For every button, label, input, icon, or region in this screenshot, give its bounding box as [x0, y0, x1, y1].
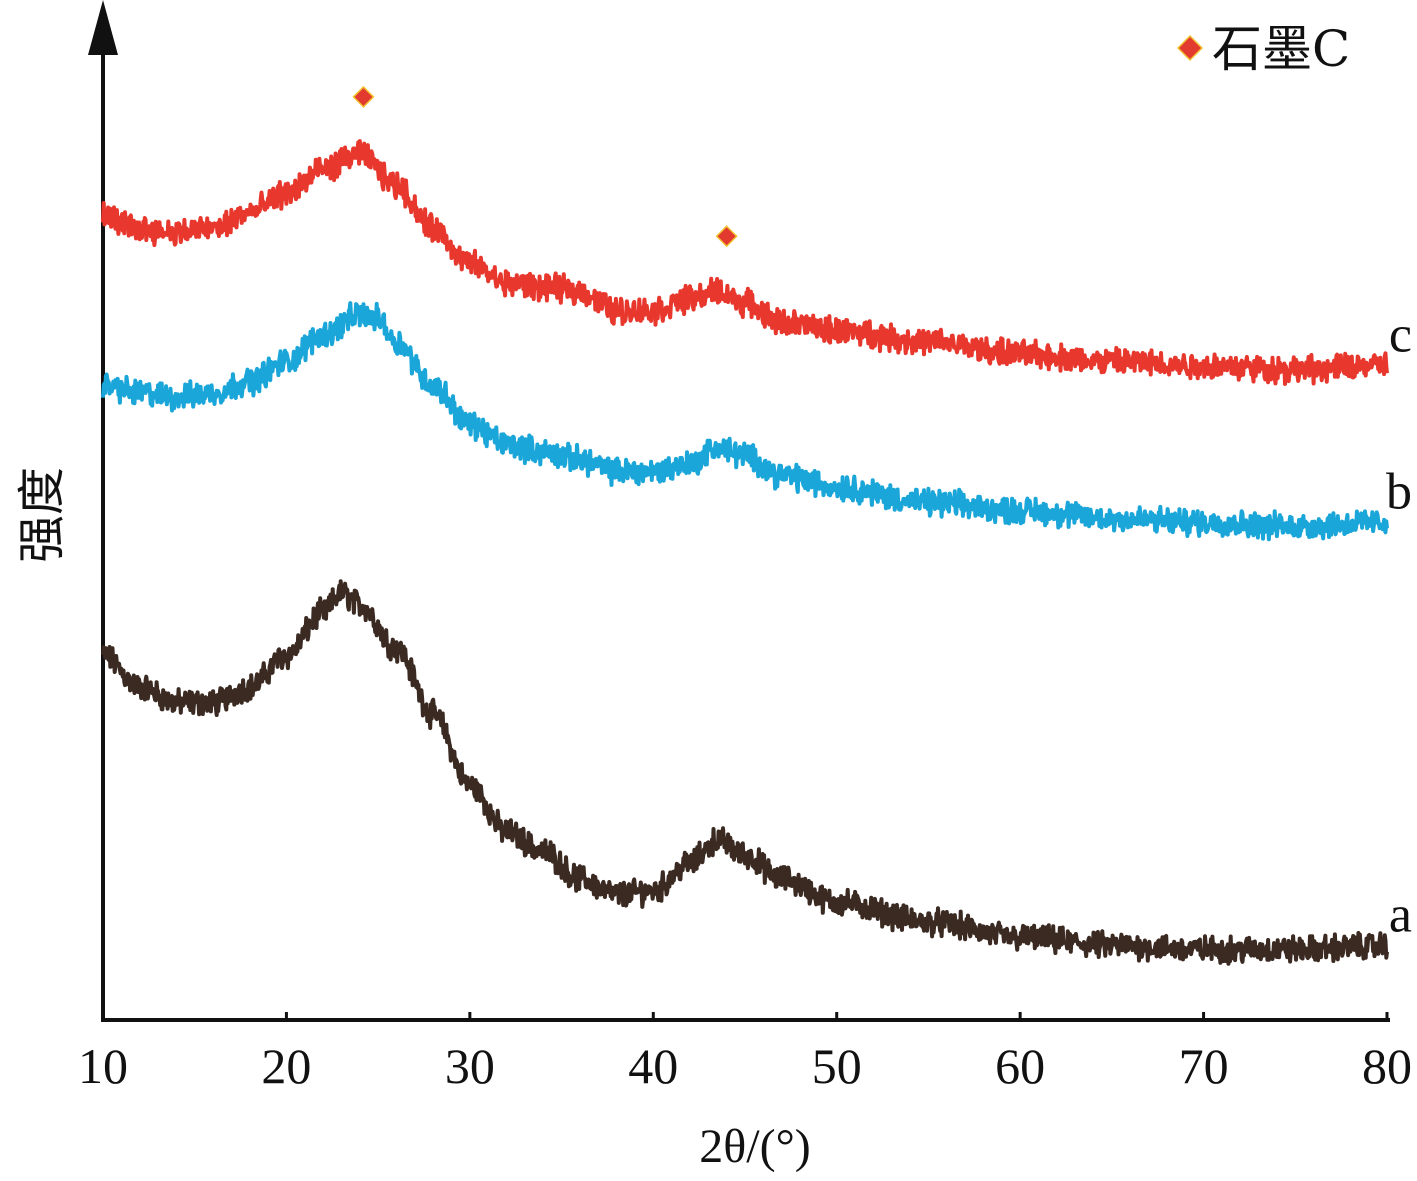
x-tick-label: 50: [812, 1038, 862, 1094]
x-tick-label: 10: [78, 1038, 128, 1094]
series-line-c: [101, 139, 1389, 386]
axes: [88, 0, 1390, 1022]
x-tick-label: 60: [995, 1038, 1045, 1094]
x-tick-label: 30: [445, 1038, 495, 1094]
series-labels: a b c: [1386, 307, 1412, 944]
diamond-marker-icon: [1176, 34, 1204, 62]
y-axis-title: 强度: [16, 467, 69, 563]
legend: 石墨C: [1176, 20, 1350, 78]
series-label-c: c: [1389, 307, 1412, 364]
series-line-b: [101, 301, 1389, 542]
series-line-a: [101, 579, 1389, 966]
x-axis-title: 2θ/(°): [699, 1120, 811, 1173]
x-tick-label: 80: [1362, 1038, 1412, 1094]
peak-diamond-marker: [352, 85, 375, 108]
x-ticks: 10 20 30 40 50 60 70 80: [78, 1012, 1412, 1094]
legend-label: 石墨C: [1212, 20, 1350, 78]
series-label-a: a: [1389, 887, 1412, 944]
series-layer: [101, 139, 1389, 966]
x-tick-label: 20: [261, 1038, 311, 1094]
peak-markers: [352, 85, 738, 248]
x-tick-label: 70: [1179, 1038, 1229, 1094]
peak-diamond-marker: [715, 225, 738, 248]
x-tick-label: 40: [628, 1038, 678, 1094]
series-label-b: b: [1386, 463, 1412, 520]
y-axis-arrow-icon: [88, 0, 118, 55]
